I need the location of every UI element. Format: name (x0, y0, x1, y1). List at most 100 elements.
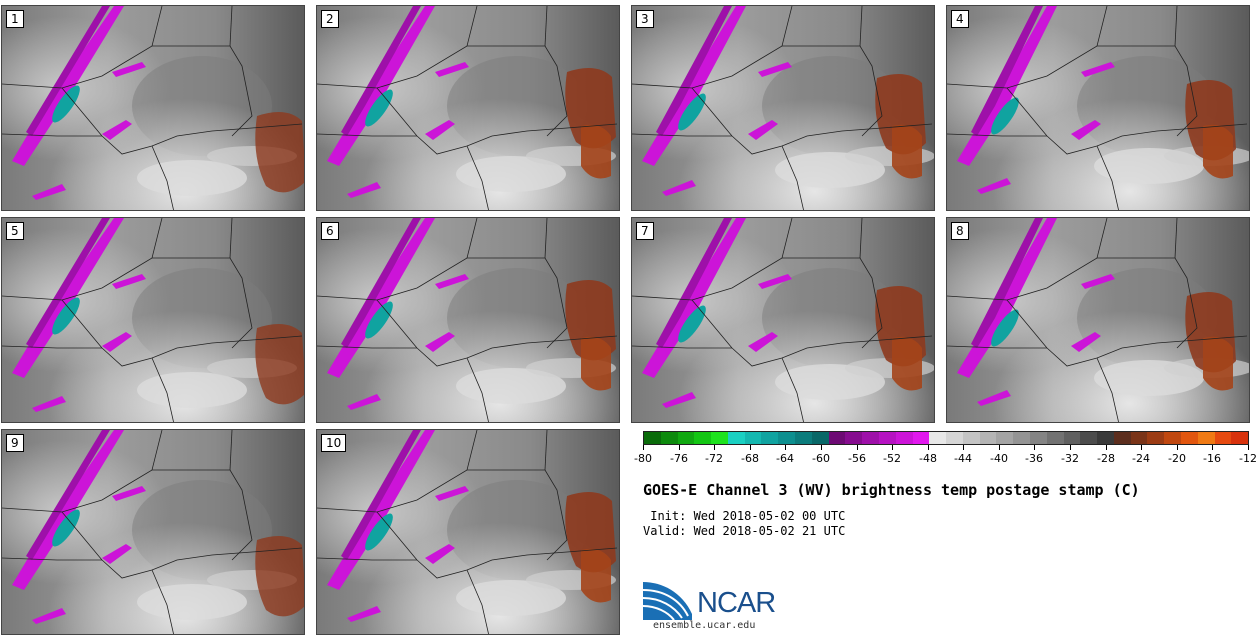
postage-stamp-panel: 7 (631, 217, 935, 423)
colorbar-tick-label: -12 (1239, 452, 1257, 465)
colorbar-segment (1046, 432, 1064, 444)
figure-title: GOES-E Channel 3 (WV) brightness temp po… (643, 481, 1140, 499)
site-url: ensemble.ucar.edu (653, 620, 756, 631)
colorbar-segment (979, 432, 997, 444)
colorbar-ticks: -80 -76 -72 -68 -64 -60 -56 -52 -48 -44 -40 -36 -32 -… (634, 445, 1257, 469)
colorbar-tick-mark (1070, 445, 1071, 450)
colorbar-tick-mark (1248, 445, 1249, 450)
colorbar-segment (744, 432, 762, 444)
colorbar-segment (828, 432, 846, 444)
colorbar-segment (1113, 432, 1131, 444)
colorbar-tick-mark (892, 445, 893, 450)
colorbar-segment (1197, 432, 1215, 444)
init-time: Init: Wed 2018-05-02 00 UTC (643, 509, 846, 523)
panel-member-label: 8 (951, 222, 969, 240)
colorbar-segment (1097, 432, 1114, 444)
ncar-logo-icon (642, 582, 692, 621)
water-vapor-map (317, 6, 619, 210)
colorbar-segment (795, 432, 812, 444)
colorbar-tick-mark (821, 445, 822, 450)
colorbar-tick-mark (1034, 445, 1035, 450)
colorbar-tick-mark (750, 445, 751, 450)
colorbar-tick-label: -32 (1061, 452, 1079, 465)
water-vapor-map (632, 218, 934, 422)
colorbar-tick-label: -72 (705, 452, 723, 465)
colorbar-tick-label: -52 (883, 452, 901, 465)
colorbar-tick-label: -48 (919, 452, 937, 465)
water-vapor-map (2, 430, 304, 634)
colorbar-segment (1063, 432, 1081, 444)
colorbar-tick-label: -40 (990, 452, 1008, 465)
panel-member-label: 2 (321, 10, 339, 28)
panel-member-label: 9 (6, 434, 24, 452)
colorbar-segment (1029, 432, 1047, 444)
colorbar-tick-label: -28 (1097, 452, 1115, 465)
colorbar-segment (1080, 432, 1098, 444)
colorbar-tick-label: -76 (670, 452, 688, 465)
colorbar-tick-label: -44 (954, 452, 972, 465)
panel-member-label: 7 (636, 222, 654, 240)
colorbar-tick-mark (857, 445, 858, 450)
colorbar-segment (946, 432, 963, 444)
water-vapor-map (2, 218, 304, 422)
colorbar-segment (1181, 432, 1198, 444)
colorbar-tick-mark (1177, 445, 1178, 450)
colorbar-segment (962, 432, 980, 444)
colorbar-tick-label: -80 (634, 452, 652, 465)
colorbar-tick-label: -16 (1203, 452, 1221, 465)
colorbar-tick-mark (714, 445, 715, 450)
colorbar-segment (811, 432, 829, 444)
postage-stamp-panel: 4 (946, 5, 1250, 211)
colorbar-segment (778, 432, 796, 444)
colorbar-segment (761, 432, 779, 444)
colorbar-tick-label: -56 (848, 452, 866, 465)
colorbar-tick-label: -60 (812, 452, 830, 465)
colorbar-segment (929, 432, 947, 444)
colorbar-tick-mark (1141, 445, 1142, 450)
colorbar-tick-label: -20 (1168, 452, 1186, 465)
colorbar-tick-label: -36 (1025, 452, 1043, 465)
colorbar-tick-mark (1212, 445, 1213, 450)
colorbar-tick-mark (928, 445, 929, 450)
colorbar-tick-label: -68 (741, 452, 759, 465)
colorbar-segment (912, 432, 930, 444)
colorbar-tick-mark (785, 445, 786, 450)
colorbar-segment (1147, 432, 1165, 444)
postage-stamp-panel: 10 (316, 429, 620, 635)
colorbar-segment (996, 432, 1014, 444)
colorbar-segment (677, 432, 695, 444)
postage-stamp-panel: 3 (631, 5, 935, 211)
colorbar-segment (1013, 432, 1030, 444)
panel-member-label: 5 (6, 222, 24, 240)
colorbar-segment (1130, 432, 1148, 444)
water-vapor-map (632, 6, 934, 210)
colorbar-segment (694, 432, 712, 444)
colorbar-tick-mark (963, 445, 964, 450)
postage-stamp-panel: 2 (316, 5, 620, 211)
colorbar-segment (1214, 432, 1232, 444)
water-vapor-map (2, 6, 304, 210)
colorbar-tick-mark (999, 445, 1000, 450)
postage-stamp-panel: 9 (1, 429, 305, 635)
postage-stamp-panel: 8 (946, 217, 1250, 423)
colorbar-tick-mark (679, 445, 680, 450)
water-vapor-map (947, 218, 1249, 422)
colorbar-segment (644, 432, 661, 444)
colorbar-segment (1164, 432, 1181, 444)
colorbar-segment (845, 432, 863, 444)
valid-time: Valid: Wed 2018-05-02 21 UTC (643, 524, 846, 538)
colorbar-tick-mark (1106, 445, 1107, 450)
panel-member-label: 10 (321, 434, 347, 452)
panel-member-label: 4 (951, 10, 969, 28)
colorbar (643, 431, 1249, 445)
panel-member-label: 3 (636, 10, 654, 28)
colorbar-segment (895, 432, 913, 444)
panel-member-label: 1 (6, 10, 24, 28)
postage-stamp-panel: 6 (316, 217, 620, 423)
panel-member-label: 6 (321, 222, 339, 240)
colorbar-segment (862, 432, 879, 444)
colorbar-tick-mark (643, 445, 644, 450)
colorbar-segment (711, 432, 728, 444)
postage-stamp-panel: 5 (1, 217, 305, 423)
colorbar-segment (1231, 432, 1249, 444)
